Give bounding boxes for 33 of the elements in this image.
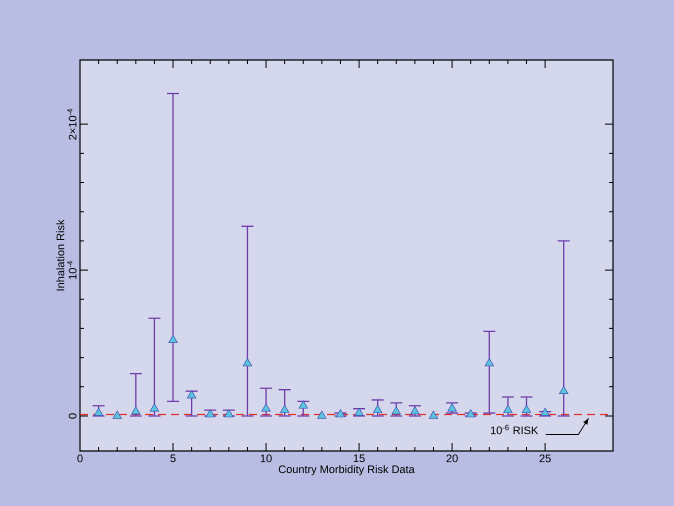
point bbox=[261, 403, 271, 412]
y-axis-title: Inhalation Risk bbox=[56, 220, 64, 290]
point bbox=[317, 410, 326, 419]
x-tick-label: 5 bbox=[170, 454, 176, 462]
ref-line-label: 10$^{-6}$ RISK bbox=[490, 424, 538, 434]
x-tick-label: 15 bbox=[354, 454, 365, 462]
point bbox=[280, 404, 290, 413]
point bbox=[503, 404, 513, 413]
point bbox=[187, 390, 196, 398]
point bbox=[522, 404, 532, 413]
point bbox=[94, 408, 104, 416]
x-tick-label: 0 bbox=[77, 454, 83, 462]
point bbox=[131, 406, 140, 414]
y-tick-label: 0 bbox=[68, 413, 76, 419]
point bbox=[242, 358, 252, 366]
x-tick-label: 20 bbox=[446, 454, 458, 462]
point bbox=[466, 409, 476, 418]
point bbox=[112, 410, 122, 419]
point bbox=[392, 406, 401, 414]
y-tick-label: 10$^{-4}$ bbox=[67, 261, 76, 279]
point bbox=[559, 386, 568, 394]
y-tick-label: 2×10$^{-4}$ bbox=[67, 108, 76, 140]
point bbox=[373, 404, 382, 413]
point bbox=[150, 403, 160, 412]
point bbox=[540, 408, 550, 416]
point bbox=[168, 334, 178, 343]
point bbox=[298, 400, 308, 409]
point bbox=[484, 358, 494, 366]
point bbox=[336, 409, 346, 418]
x-tick-label: 10 bbox=[260, 454, 272, 462]
x-axis-title: Country Morbidity Risk Data bbox=[278, 465, 415, 476]
point bbox=[428, 410, 438, 419]
x-tick-label: 25 bbox=[540, 454, 551, 462]
